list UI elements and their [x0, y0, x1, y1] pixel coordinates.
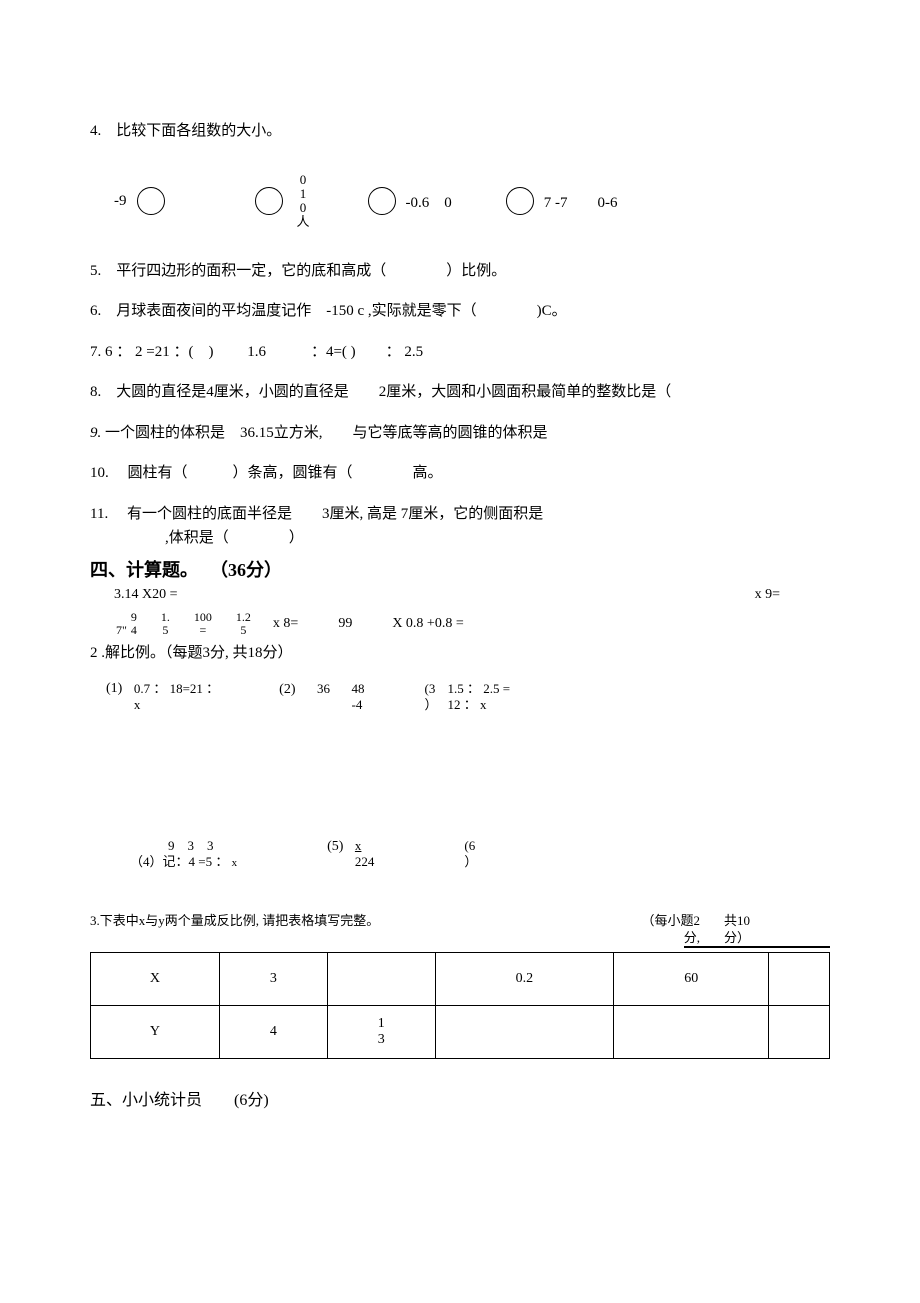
calc-expr: 1. 5 [161, 611, 170, 636]
ratio-line: 224 [355, 854, 375, 870]
q4-a-left: -9 [114, 193, 127, 210]
ratio-line: (3 [425, 681, 438, 697]
calc1-row1: 3.14 X20 = x 9= [114, 587, 830, 603]
table-cell: 4 [219, 1005, 327, 1058]
ratio-row-2: 9 3 3 （4）记：4 =5 ： x (5) x 224 (6 ） [130, 838, 830, 870]
calc-expr: 100 = [194, 611, 212, 636]
ratio-line: 9 3 3 [130, 838, 237, 854]
section-4-heading: 四、计算题。 （36分） [90, 560, 830, 582]
ratio-line: -4 [352, 697, 365, 713]
calc-expr: x 9= [755, 587, 780, 603]
calc-expr: X 0.8 +0.8 = [392, 616, 463, 632]
page-root: 4. 比较下面各组数的大小。 -9 0 1 0 人 -0.6 0 7 -7 0-… [0, 0, 920, 1303]
frac-part: 5 [162, 624, 168, 637]
compare-circle-icon [368, 187, 396, 215]
ratio-label: (1) [106, 681, 122, 696]
table-cell [435, 1005, 614, 1058]
ratio-p4: 9 3 3 （4）记：4 =5 ： x [130, 838, 237, 870]
table-header-row-2: 分, 分） [90, 927, 830, 948]
calc-expr: 1.2 5 [236, 611, 251, 636]
ratio-line: 12 ： x [448, 697, 511, 713]
table-row: X 3 0.2 60 [91, 952, 830, 1005]
table-cell [769, 1005, 830, 1058]
q4-d: 7 -7 0-6 [544, 191, 618, 212]
q8: 8. 大圆的直径是4厘米，小圆的直径是 2厘米，大圆和小圆面积最简单的整数比是（ [90, 381, 830, 404]
frac-part: 100 [194, 611, 212, 624]
compare-circle-icon [506, 187, 534, 215]
q7: 7. 6 ： 2 =21 ：( ) 1.6 ：4=( ) ： 2.5 [90, 341, 830, 364]
table-cell: 0.2 [435, 952, 614, 1005]
frac-part: = [200, 624, 207, 637]
ratio-line: ） [425, 697, 438, 713]
ratio-p5: (5) x 224 [327, 838, 374, 870]
section-4-left: 四、计算题。 [90, 560, 210, 582]
frac-part: 0 [300, 173, 307, 187]
frac-part: 人 [297, 215, 310, 229]
q10: 10. 圆柱有（ ）条高，圆锥有（ 高。 [90, 462, 830, 485]
calc1-row2: 7" 9 4 1. 5 100 = 1.2 5 x 8= 99 X 0.8 +0… [114, 611, 830, 636]
ratio-line: 48 [352, 681, 365, 697]
ratio-line: 36 [317, 681, 330, 697]
table-hdr-chunk: 分, [684, 927, 700, 946]
q4-prompt: 4. 比较下面各组数的大小。 [90, 120, 830, 143]
ratio-line: x [355, 838, 375, 854]
ratio-p6: (6 ） [464, 838, 477, 870]
frac-part: 5 [240, 624, 246, 637]
table-cell [614, 1005, 769, 1058]
ratio-line: 0.7 ： 18=21 ： [134, 681, 219, 697]
calc-group-1: 3.14 X20 = x 9= 7" 9 4 1. 5 100 = [114, 587, 830, 636]
calc-expr: 3.14 X20 = [114, 587, 178, 603]
frac-part: 0 [300, 201, 307, 215]
subhead-2: 2 .解比例。（每题3分, 共18分） [90, 642, 830, 665]
table-cell: Y [91, 1005, 220, 1058]
table-cell: 1 3 [327, 1005, 435, 1058]
q4-b-frac: 0 1 0 人 [297, 173, 310, 230]
table-hdr-chunk: 分） [724, 927, 750, 946]
compare-circle-icon [255, 187, 283, 215]
frac-part: 1.2 [236, 611, 251, 624]
frac-part: 1. [161, 611, 170, 624]
ratio-x: x [232, 857, 238, 869]
table-cell: 60 [614, 952, 769, 1005]
section-4-right: （36分） [210, 560, 282, 582]
ratio-label: (5) [327, 839, 343, 854]
q9-num: 9. [90, 425, 101, 441]
q11a: 11. 有一个圆柱的底面半径是 3厘米, 高是 7厘米，它的侧面积是 [90, 503, 830, 526]
ratio-label: (2) [279, 682, 295, 697]
ratio-row-1: (1) 0.7 ： 18=21 ： x (2) 36 48 -4 (3 ） [106, 681, 830, 712]
ratio-line: x [134, 697, 219, 713]
q11b: ,体积是（ ） [90, 527, 830, 550]
q4-c: -0.6 0 [406, 191, 452, 212]
ratio-p1: (1) 0.7 ： 18=21 ： x [106, 681, 219, 712]
frac-part: 4 [131, 624, 137, 637]
calc-expr: 99 [338, 616, 352, 632]
frac-part: 9 [131, 611, 137, 624]
ratio-line: (6 [464, 838, 477, 854]
ratio-p3: (3 ） 1.5 ： 2.5 = 12 ： x [425, 681, 511, 712]
frac-part: 7" [116, 624, 127, 637]
ratio-line: ） [464, 854, 477, 870]
ratio-line: （4）记：4 =5 ： [130, 854, 228, 869]
inverse-proportion-table: X 3 0.2 60 Y 4 1 3 [90, 952, 830, 1059]
table-row: Y 4 1 3 [91, 1005, 830, 1058]
q9-text: 一个圆柱的体积是 36.15立方米, 与它等底等高的圆锥的体积是 [105, 425, 548, 441]
q6: 6. 月球表面夜间的平均温度记作 -150 c ,实际就是零下（ )C。 [90, 300, 830, 323]
calc-frac-1: 7" 9 4 [114, 611, 139, 636]
ratio-line: 1.5 ： 2.5 = [448, 681, 511, 697]
calc-expr: x 8= [273, 616, 298, 632]
q9: 9. 一个圆柱的体积是 36.15立方米, 与它等底等高的圆锥的体积是 [90, 422, 830, 445]
section-5-heading: 五、小小统计员 (6分) [90, 1089, 830, 1113]
q5: 5. 平行四边形的面积一定，它的底和高成（ ）比例。 [90, 260, 830, 283]
table-cell [769, 952, 830, 1005]
ratio-p2: (2) 36 48 -4 [279, 681, 364, 712]
table-cell [327, 952, 435, 1005]
compare-circle-icon [137, 187, 165, 215]
q4-compare-row: -9 0 1 0 人 -0.6 0 7 -7 0-6 [114, 173, 830, 230]
table-cell: 3 [219, 952, 327, 1005]
table-cell: X [91, 952, 220, 1005]
frac-part: 1 [300, 187, 307, 201]
